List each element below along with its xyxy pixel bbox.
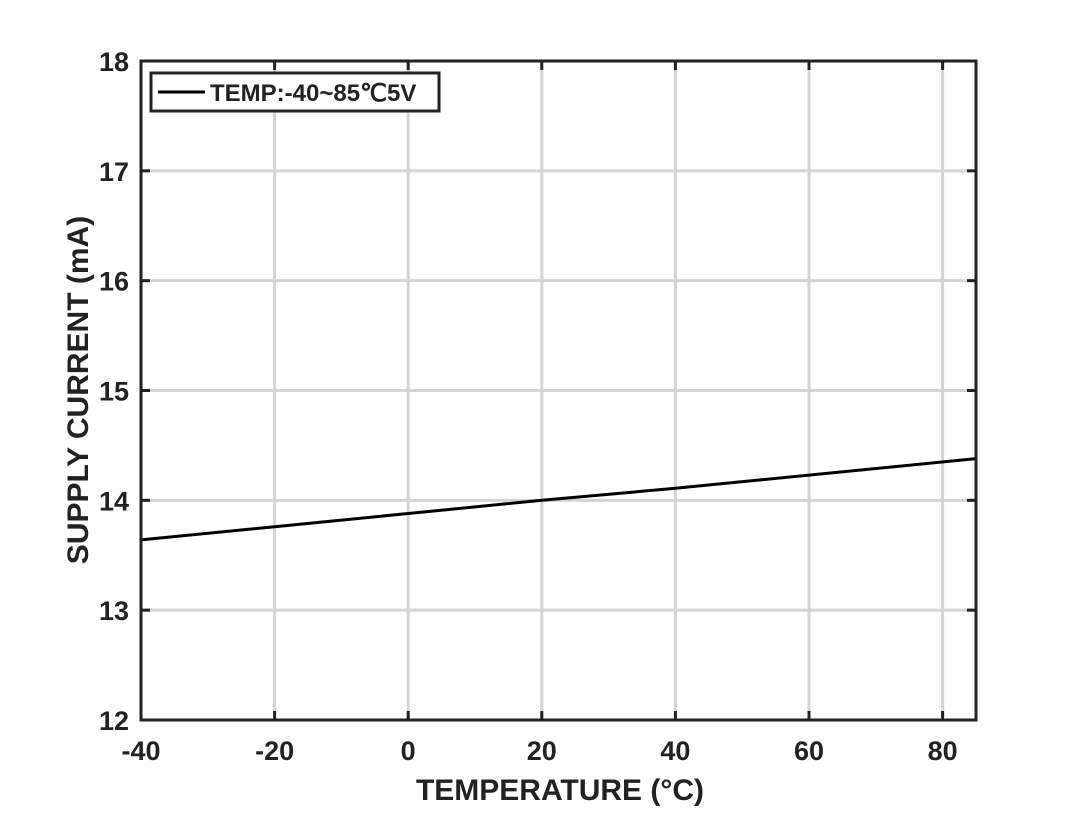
series-line: [140, 457, 977, 542]
x-tick-label: -40: [121, 736, 160, 766]
x-tick-label: 80: [928, 736, 958, 766]
y-tick-label: 12: [99, 706, 129, 736]
y-tick-label: 18: [99, 47, 129, 77]
y-tick-label: 15: [99, 377, 129, 407]
y-tick-label: 16: [99, 267, 129, 297]
grid-layer: [141, 61, 976, 720]
x-axis-label: TEMPERATURE (°C): [416, 774, 704, 807]
series-layer: [140, 457, 977, 542]
tick-layer: -40 -20 0 20 40 60 80 12 13 14 15 16 17 18: [99, 47, 976, 766]
x-tick-label: 0: [401, 736, 416, 766]
x-tick-label: 20: [527, 736, 557, 766]
y-tick-label: 17: [99, 157, 129, 187]
legend-label: TEMP:-40~85℃5V: [210, 80, 416, 107]
y-axis-label: SUPPLY CURRENT (mA): [62, 216, 95, 564]
y-tick-label: 14: [99, 486, 129, 516]
x-tick-label: 60: [794, 736, 824, 766]
x-tick-label: -20: [255, 736, 294, 766]
legend: TEMP:-40~85℃5V: [149, 71, 441, 113]
x-tick-label: 40: [660, 736, 690, 766]
y-tick-label: 13: [99, 596, 129, 626]
